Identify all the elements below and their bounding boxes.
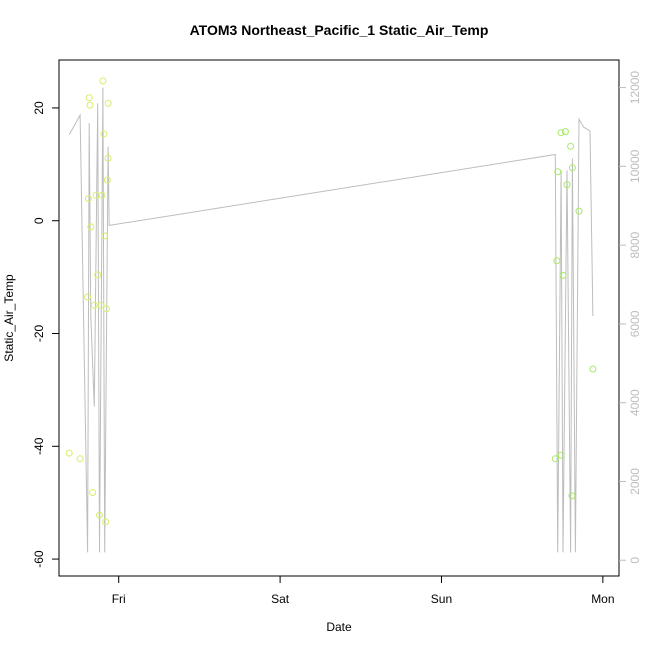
data-point — [568, 164, 576, 172]
data-point — [76, 455, 84, 463]
y-right-tick-label: 8000 — [628, 231, 642, 258]
data-point — [100, 130, 108, 138]
data-point — [567, 142, 575, 150]
data-point — [97, 301, 105, 309]
y-left-tick-label: -40 — [32, 437, 46, 455]
y-right-tick-label: 4000 — [628, 389, 642, 416]
x-tick-label: Sat — [271, 592, 290, 606]
data-point — [65, 449, 73, 457]
y-axis-right: 0 2000 4000 6000 8000 10000 12000 — [619, 71, 642, 564]
y-left-tick-label: 0 — [32, 217, 46, 224]
data-point — [102, 305, 110, 313]
data-point — [557, 129, 565, 137]
data-point — [104, 154, 112, 162]
data-point — [85, 94, 93, 102]
data-point — [563, 181, 571, 189]
data-point — [89, 489, 97, 496]
data-point — [90, 301, 98, 309]
data-point — [99, 77, 107, 85]
y-axis-left: -60 -40 -20 0 20 — [32, 101, 59, 568]
y-left-tick-label: -20 — [32, 325, 46, 343]
x-axis-label: Date — [326, 620, 352, 634]
data-point — [84, 195, 92, 203]
y-right-tick-label: 6000 — [628, 310, 642, 337]
y-right-tick-label: 12000 — [628, 71, 642, 105]
data-point — [575, 207, 583, 215]
series-line — [68, 87, 594, 553]
data-point — [553, 257, 561, 265]
data-point — [84, 293, 92, 301]
y-right-tick-label: 0 — [628, 557, 642, 564]
data-point — [557, 451, 565, 459]
y-right-tick-label: 2000 — [628, 468, 642, 495]
data-point — [103, 176, 111, 184]
data-point — [94, 271, 102, 279]
y-axis-label: Static_Air_Temp — [2, 274, 16, 362]
data-point — [87, 223, 95, 231]
data-point — [551, 455, 559, 463]
y-left-tick-label: 20 — [32, 101, 46, 115]
data-point — [98, 191, 106, 199]
data-point — [102, 518, 110, 526]
x-tick-label: Mon — [591, 592, 614, 606]
data-point — [104, 99, 112, 107]
series-line-group — [68, 87, 594, 553]
data-point — [86, 101, 94, 109]
series-points-group — [65, 77, 597, 526]
y-right-tick-label: 10000 — [628, 149, 642, 183]
chart-title: ATOM3 Northeast_Pacific_1 Static_Air_Tem… — [190, 22, 489, 38]
data-point — [559, 271, 567, 279]
data-point — [554, 168, 562, 176]
data-point — [96, 511, 103, 519]
x-tick-label: Sun — [431, 592, 452, 606]
x-axis: Fri Sat Sun Mon — [112, 576, 615, 606]
data-point — [589, 365, 597, 373]
y-left-tick-label: -60 — [32, 550, 46, 568]
data-point — [101, 232, 109, 240]
data-point — [568, 492, 576, 500]
x-tick-label: Fri — [112, 592, 126, 606]
plot-area-frame — [58, 59, 620, 577]
data-point — [561, 128, 569, 136]
